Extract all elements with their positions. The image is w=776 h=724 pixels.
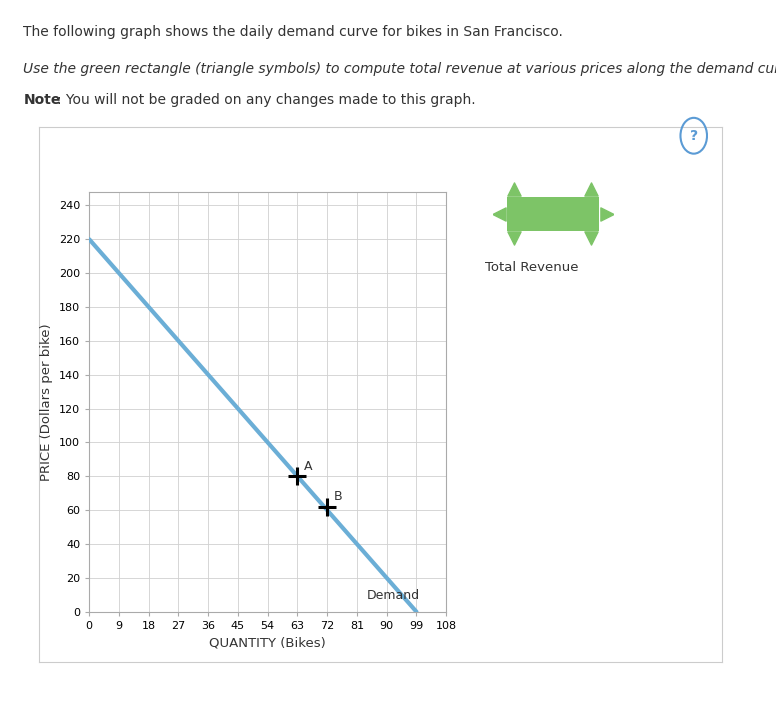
- Text: Use the green rectangle (triangle symbols) to compute total revenue at various p: Use the green rectangle (triangle symbol…: [23, 62, 776, 75]
- Point: [585, 232, 598, 243]
- Point: [508, 184, 521, 195]
- Point: [493, 208, 505, 219]
- Text: : You will not be graded on any changes made to this graph.: : You will not be graded on any changes …: [57, 93, 475, 106]
- Text: Note: Note: [23, 93, 61, 106]
- Text: Demand: Demand: [367, 589, 420, 602]
- Text: B: B: [334, 490, 342, 503]
- Text: ?: ?: [690, 129, 698, 143]
- Bar: [508, 197, 598, 230]
- Point: [508, 232, 521, 243]
- Text: The following graph shows the daily demand curve for bikes in San Francisco.: The following graph shows the daily dema…: [23, 25, 563, 39]
- Point: [601, 208, 613, 219]
- Y-axis label: PRICE (Dollars per bike): PRICE (Dollars per bike): [40, 323, 54, 481]
- X-axis label: QUANTITY (Bikes): QUANTITY (Bikes): [210, 636, 326, 649]
- Text: Total Revenue: Total Revenue: [485, 261, 578, 274]
- Point: [585, 184, 598, 195]
- Text: A: A: [304, 460, 313, 473]
